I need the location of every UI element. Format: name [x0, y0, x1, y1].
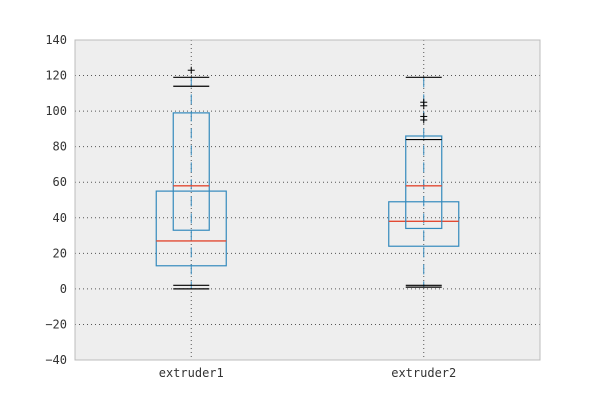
x-tick-label: extruder2	[391, 366, 456, 380]
plot-frame	[74, 39, 541, 361]
box-series	[155, 66, 460, 290]
x-axis: extruder1 extruder2	[159, 366, 457, 380]
box-main	[388, 201, 460, 247]
y-tick-label: 0	[60, 282, 67, 296]
y-axis: −40 −20 0 20 40 60 80 100 120 140	[45, 33, 67, 367]
flier-point	[187, 66, 195, 74]
y-tick-label: 100	[45, 104, 67, 118]
box-overlay	[405, 135, 443, 230]
box-main	[155, 190, 227, 267]
y-tick-label: 140	[45, 33, 67, 47]
flier-point	[420, 98, 428, 106]
y-tick-label: 60	[53, 175, 67, 189]
y-tick-label: 80	[53, 140, 67, 154]
flier-point	[420, 112, 428, 120]
y-tick-label: 40	[53, 211, 67, 225]
box-overlay	[172, 112, 210, 231]
y-tick-label: 120	[45, 69, 67, 83]
y-tick-label: 20	[53, 246, 67, 260]
y-tick-label: −20	[45, 317, 67, 331]
box-extruder2	[388, 76, 460, 288]
x-tick-label: extruder1	[159, 366, 224, 380]
box-extruder1	[155, 66, 227, 290]
plot-area	[75, 40, 540, 360]
y-tick-label: −40	[45, 353, 67, 367]
